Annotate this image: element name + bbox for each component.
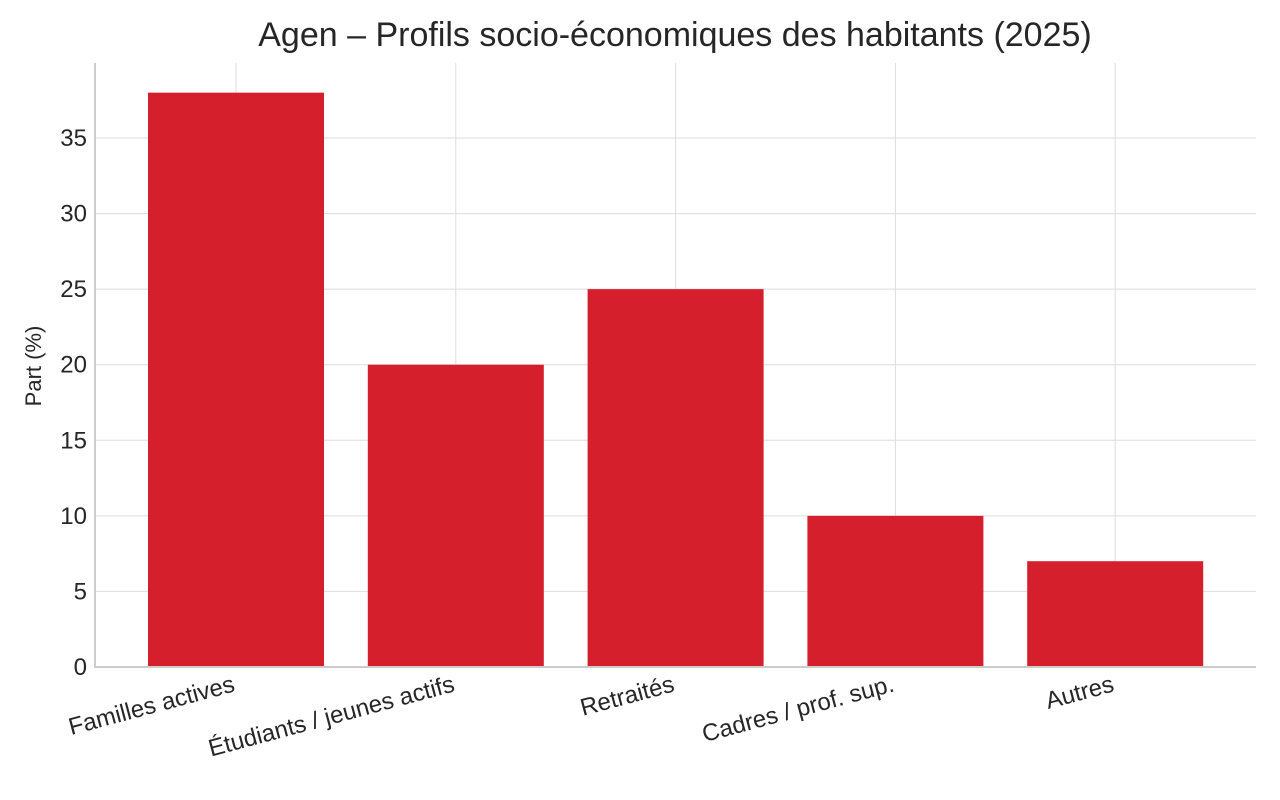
bar[interactable] <box>148 92 324 667</box>
bar[interactable] <box>367 364 544 667</box>
y-tick-label: 0 <box>74 654 87 681</box>
y-tick-label: 30 <box>60 201 87 228</box>
x-tick-label: Retraités <box>577 671 677 722</box>
x-tick-label: Autres <box>1043 671 1117 715</box>
y-tick-label: 10 <box>60 503 87 530</box>
y-tick-label: 20 <box>60 352 87 379</box>
chart-title: Agen – Profils socio-économiques des hab… <box>258 16 1092 54</box>
x-tick-label: Familles actives <box>66 671 238 741</box>
y-tick-label: 5 <box>74 578 87 605</box>
y-tick-label: 35 <box>60 125 87 152</box>
x-tick-label: Cadres / prof. sup. <box>699 671 897 748</box>
y-tick-label: 25 <box>60 276 87 303</box>
bar[interactable] <box>807 515 984 667</box>
bar[interactable] <box>1027 561 1204 667</box>
x-tick-label: Étudiants / jeunes actifs <box>206 671 458 763</box>
bar[interactable] <box>587 289 764 667</box>
y-tick-label: 15 <box>60 427 87 454</box>
